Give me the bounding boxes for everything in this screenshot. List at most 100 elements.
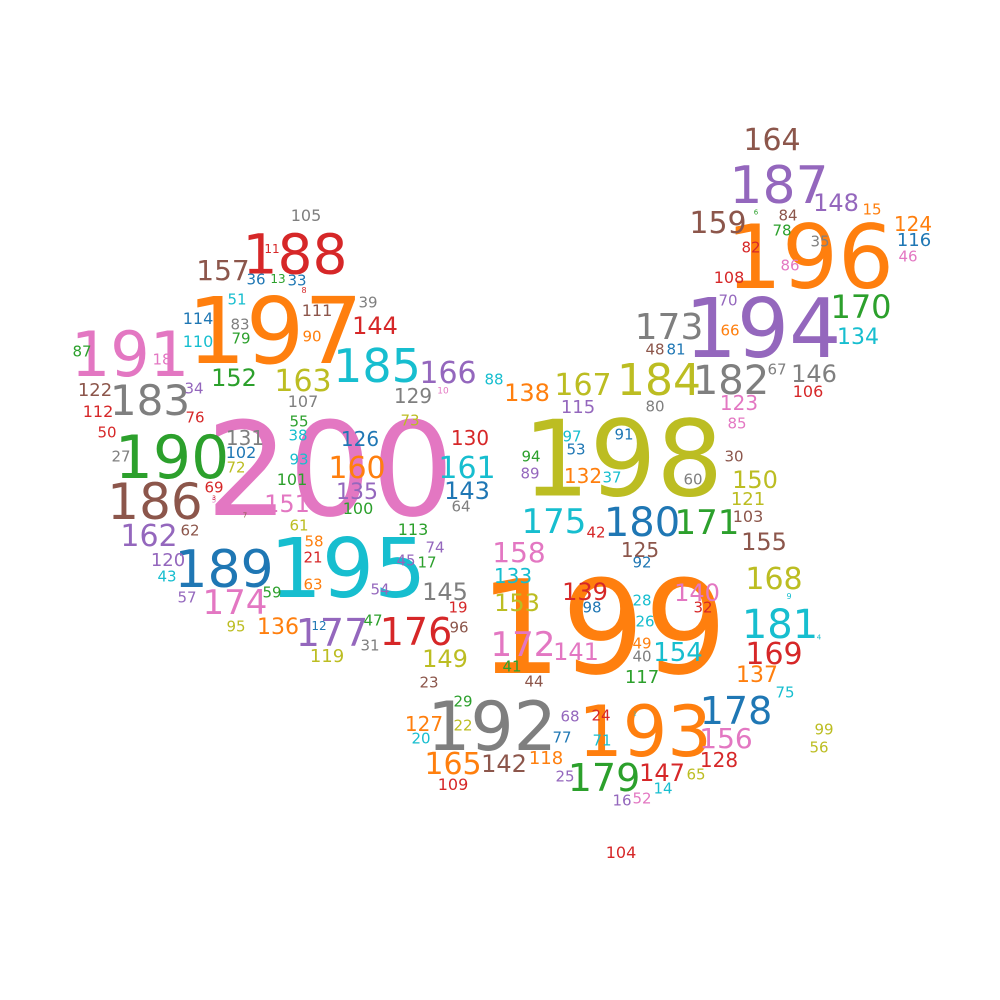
word-54: 54 — [370, 580, 390, 599]
word-187: 187 — [729, 156, 829, 216]
word-42: 42 — [586, 523, 606, 542]
word-59: 59 — [262, 583, 282, 602]
word-31: 31 — [360, 636, 380, 655]
word-199: 199 — [478, 552, 728, 704]
word-17: 17 — [417, 553, 437, 572]
word-92: 92 — [632, 553, 652, 572]
word-13: 13 — [270, 272, 286, 286]
word-198: 198 — [522, 398, 724, 521]
word-78: 78 — [772, 221, 792, 240]
word-29: 29 — [453, 692, 473, 711]
word-131: 131 — [225, 426, 265, 450]
word-81: 81 — [666, 340, 686, 359]
word-18: 18 — [152, 350, 172, 369]
word-155: 155 — [741, 528, 787, 556]
word-70: 70 — [718, 291, 738, 310]
word-126: 126 — [340, 427, 380, 451]
word-133: 133 — [493, 564, 533, 588]
word-157: 157 — [196, 254, 250, 287]
word-36: 36 — [246, 270, 266, 289]
word-93: 93 — [289, 450, 309, 469]
word-41: 41 — [502, 657, 522, 676]
word-9: 9 — [786, 592, 792, 601]
word-146: 146 — [791, 360, 837, 388]
word-82: 82 — [741, 238, 761, 257]
word-33: 33 — [287, 271, 307, 290]
word-129: 129 — [393, 384, 433, 408]
word-23: 23 — [419, 673, 439, 692]
word-171: 171 — [674, 503, 740, 543]
word-161: 161 — [438, 451, 496, 486]
word-163: 163 — [274, 364, 332, 399]
word-69: 69 — [204, 478, 224, 497]
word-134: 134 — [837, 325, 879, 350]
word-150: 150 — [732, 466, 778, 494]
word-73: 73 — [400, 411, 420, 430]
word-28: 28 — [632, 591, 652, 610]
word-27: 27 — [111, 447, 131, 466]
word-22: 22 — [453, 716, 473, 735]
word-97: 97 — [562, 427, 582, 446]
word-140: 140 — [674, 579, 720, 607]
word-124: 124 — [893, 212, 933, 236]
word-40: 40 — [632, 647, 652, 666]
word-120: 120 — [150, 550, 186, 571]
word-53: 53 — [566, 440, 586, 459]
word-174: 174 — [202, 583, 268, 623]
word-44: 44 — [524, 672, 544, 691]
word-67: 67 — [767, 360, 787, 379]
word-197: 197 — [187, 278, 363, 385]
word-65: 65 — [686, 765, 706, 784]
word-156: 156 — [699, 722, 753, 755]
word-79: 79 — [231, 329, 251, 348]
word-183: 183 — [109, 376, 191, 425]
word-122: 122 — [77, 380, 113, 401]
word-47: 47 — [363, 611, 383, 630]
word-32: 32 — [693, 598, 713, 617]
word-132: 132 — [563, 464, 603, 488]
word-114: 114 — [182, 309, 214, 328]
word-57: 57 — [177, 588, 197, 607]
word-75: 75 — [775, 683, 795, 702]
word-83: 83 — [230, 315, 250, 334]
word-99: 99 — [814, 720, 834, 739]
word-117: 117 — [624, 667, 660, 688]
word-109: 109 — [437, 775, 469, 794]
word-154: 154 — [653, 638, 703, 668]
word-76: 76 — [185, 408, 205, 427]
word-168: 168 — [745, 562, 803, 597]
word-111: 111 — [301, 301, 333, 320]
word-85: 85 — [727, 414, 747, 433]
word-172: 172 — [490, 625, 556, 665]
word-159: 159 — [689, 206, 747, 241]
word-45: 45 — [396, 551, 416, 570]
word-173: 173 — [634, 307, 704, 348]
word-20: 20 — [411, 729, 431, 748]
word-195: 195 — [269, 522, 427, 617]
word-66: 66 — [720, 321, 740, 340]
word-98: 98 — [582, 598, 602, 617]
word-60: 60 — [683, 470, 703, 489]
word-136: 136 — [257, 615, 299, 640]
word-119: 119 — [309, 646, 345, 667]
word-12: 12 — [311, 619, 327, 633]
word-138: 138 — [504, 379, 550, 407]
word-37: 37 — [602, 468, 622, 487]
word-96: 96 — [449, 618, 469, 637]
word-5: 5 — [211, 496, 217, 505]
word-165: 165 — [424, 747, 482, 782]
word-189: 189 — [174, 540, 274, 600]
word-24: 24 — [591, 706, 611, 725]
word-123: 123 — [719, 391, 759, 415]
word-160: 160 — [328, 451, 386, 486]
word-103: 103 — [732, 507, 764, 526]
word-110: 110 — [182, 332, 214, 351]
word-182: 182 — [692, 358, 770, 404]
word-91: 91 — [614, 425, 634, 444]
word-194: 194 — [684, 282, 842, 377]
word-74: 74 — [425, 538, 445, 557]
word-90: 90 — [302, 327, 322, 346]
word-71: 71 — [592, 731, 612, 750]
word-10: 10 — [437, 386, 449, 397]
word-142: 142 — [481, 750, 527, 778]
